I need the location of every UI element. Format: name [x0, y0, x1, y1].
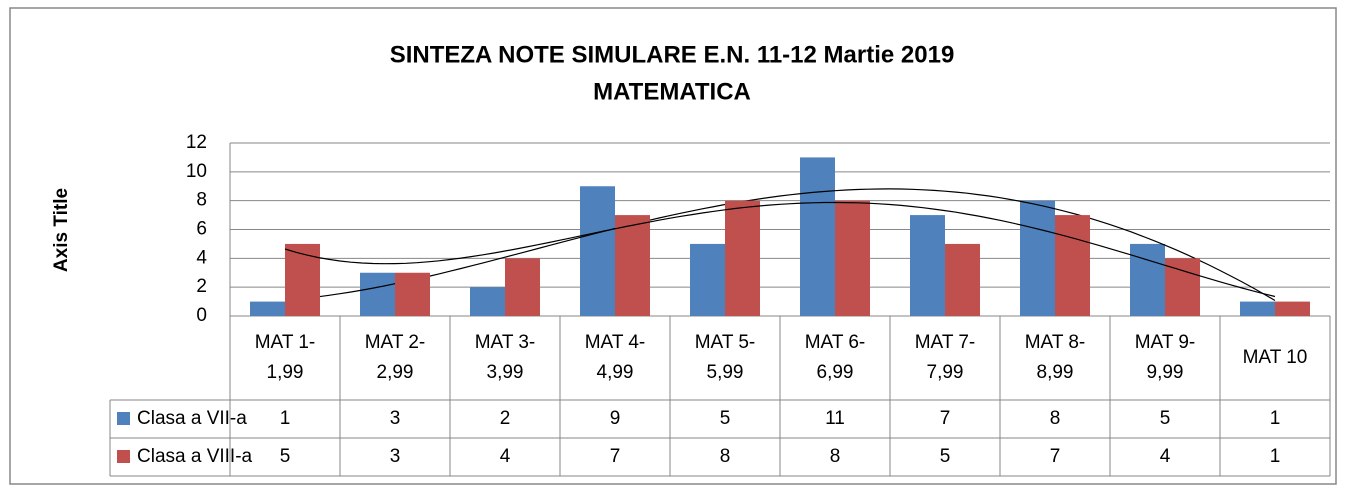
bar	[725, 200, 760, 316]
table-value: 1	[280, 408, 291, 429]
bar	[580, 186, 615, 316]
bar	[470, 287, 505, 316]
y-axis-title: Axis Title	[51, 188, 72, 272]
bar	[1165, 258, 1200, 316]
x-tick-label: MAT 3-3,99	[475, 332, 536, 383]
table-value: 9	[610, 408, 621, 429]
table-value: 3	[390, 408, 401, 429]
table-value: 8	[720, 446, 731, 467]
chart-title: SINTEZA NOTE SIMULARE E.N. 11-12 Martie …	[390, 41, 955, 68]
y-tick-label: 0	[196, 305, 207, 326]
table-value: 4	[500, 446, 511, 467]
table-value: 5	[1160, 408, 1171, 429]
bar	[615, 215, 650, 316]
table-value: 1	[1270, 446, 1281, 467]
bar	[945, 243, 980, 316]
table-value: 7	[610, 446, 621, 467]
x-tick-label: MAT 8-8,99	[1025, 332, 1086, 383]
bar	[1020, 200, 1055, 316]
bar	[505, 258, 540, 316]
table-value: 5	[940, 446, 951, 467]
x-tick-label: MAT 2-2,99	[365, 332, 426, 383]
table-value: 4	[1160, 446, 1171, 467]
bar	[835, 200, 870, 316]
table-value: 5	[280, 446, 291, 467]
bar	[910, 215, 945, 316]
y-tick-label: 6	[196, 219, 207, 240]
bar	[395, 272, 430, 316]
bar	[360, 272, 395, 316]
y-tick-label: 8	[196, 190, 207, 211]
x-tick-label: MAT 6-6,99	[805, 332, 866, 383]
x-tick-label: MAT 9-9,99	[1135, 332, 1196, 383]
table-value: 1	[1270, 408, 1281, 429]
bar	[1130, 243, 1165, 316]
bar	[1055, 215, 1090, 316]
table-value: 2	[500, 408, 511, 429]
x-tick-label: MAT 10	[1243, 347, 1308, 368]
x-tick-label: MAT 1-1,99	[255, 332, 316, 383]
x-tick-label: MAT 7-7,99	[915, 332, 976, 383]
chart-border	[9, 7, 1337, 485]
bar	[285, 243, 320, 316]
legend-swatch	[117, 412, 130, 425]
table-value: 7	[1050, 446, 1061, 467]
legend-swatch	[117, 450, 130, 463]
table-value: 11	[825, 408, 845, 429]
table-value: 3	[390, 446, 401, 467]
y-tick-label: 2	[196, 276, 207, 297]
table-value: 5	[720, 408, 731, 429]
chart-subtitle: MATEMATICA	[593, 78, 751, 105]
legend-label: Clasa a VIII-a	[137, 446, 253, 467]
bar	[250, 301, 285, 316]
bar	[1240, 301, 1275, 316]
trendline	[284, 188, 1276, 302]
trendline	[284, 201, 1276, 298]
bar	[800, 157, 835, 316]
x-tick-label: MAT 4-4,99	[585, 332, 646, 383]
bar	[690, 243, 725, 316]
table-value: 8	[1050, 408, 1061, 429]
table-value: 8	[830, 446, 841, 467]
y-tick-label: 10	[186, 161, 207, 182]
x-tick-label: MAT 5-5,99	[695, 332, 756, 383]
bar	[1275, 301, 1310, 316]
legend-label: Clasa a VII-a	[137, 408, 247, 429]
y-tick-label: 4	[196, 247, 207, 268]
table-value: 7	[940, 408, 951, 429]
y-tick-label: 12	[186, 132, 207, 153]
